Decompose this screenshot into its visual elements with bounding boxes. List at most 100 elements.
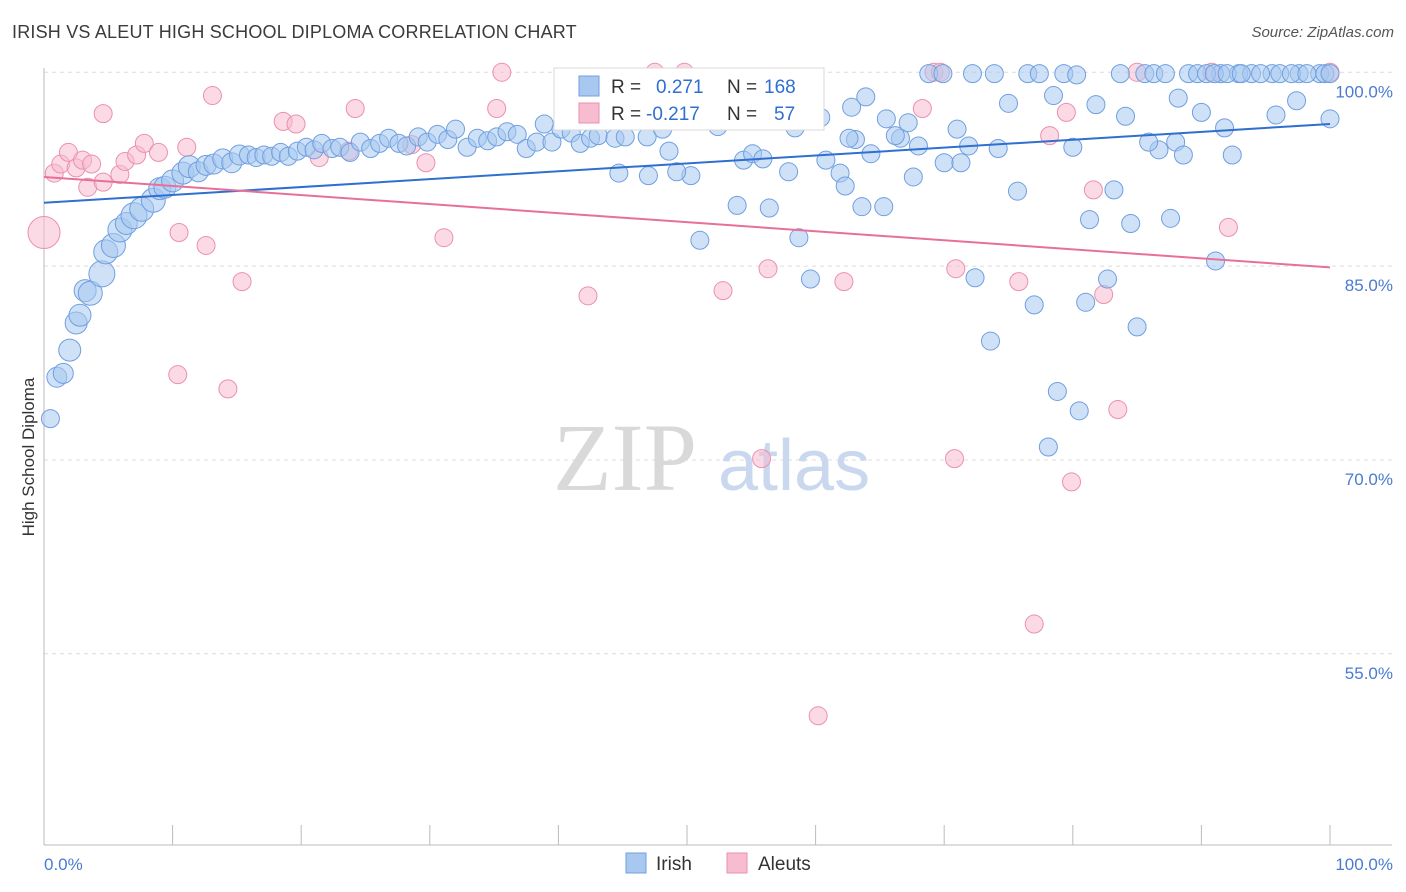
irish-point-143 — [1067, 65, 1087, 85]
aleuts-point-14 — [148, 142, 168, 162]
irish-point-109 — [1086, 95, 1106, 115]
aleuts-point-13 — [134, 133, 154, 153]
irish-point-75 — [667, 162, 687, 182]
aleuts-point-20 — [218, 379, 238, 399]
x-tick-label-1: 100.0% — [1335, 855, 1393, 874]
legend-irish-label: Irish — [656, 854, 692, 875]
irish-point-110 — [1098, 269, 1118, 289]
irish-point-114 — [1127, 317, 1147, 337]
aleuts-point-16 — [168, 365, 188, 385]
irish-point-106 — [1063, 137, 1083, 157]
aleuts-point-37 — [758, 259, 778, 279]
irish-point-111 — [1104, 180, 1124, 200]
irish-point-138 — [984, 64, 1004, 84]
irish-point-140 — [1029, 64, 1049, 84]
y-tick-label-3: 55.0% — [1345, 664, 1393, 683]
irish-point-56 — [507, 124, 527, 144]
irish-point-132 — [842, 97, 862, 117]
aleuts-trend-line — [43, 175, 1331, 269]
irish-point-153 — [1251, 64, 1271, 84]
irish-point-99 — [965, 268, 985, 288]
irish-point-158 — [1320, 64, 1340, 84]
aleuts-point-31 — [492, 62, 512, 82]
irish-point-107 — [1069, 401, 1089, 421]
aleuts-point-21 — [232, 272, 252, 292]
watermark-atlas: atlas — [718, 426, 870, 506]
irish-point-133 — [856, 87, 876, 107]
irish-point-145 — [1139, 132, 1159, 152]
legend-irish-swatch — [625, 852, 647, 874]
irish-point-166 — [947, 119, 967, 139]
irish-point-139 — [999, 93, 1018, 113]
aleuts-point-6 — [82, 154, 102, 174]
aleuts-point-48 — [1062, 472, 1082, 492]
irish-swatch — [578, 75, 600, 97]
y-axis-title: High School Diploma — [19, 377, 38, 536]
irish-point-165 — [1038, 437, 1058, 457]
aleuts-point-47 — [1056, 102, 1076, 122]
irish-point-117 — [1161, 208, 1181, 228]
irish-point-121 — [1206, 251, 1226, 271]
y-tick-label-0: 100.0% — [1335, 82, 1393, 101]
chart-title: IRISH VS ALEUT HIGH SCHOOL DIPLOMA CORRE… — [12, 22, 577, 42]
irish-point-83 — [779, 162, 799, 182]
irish-point-90 — [852, 197, 872, 217]
aleuts-point-38 — [808, 706, 828, 726]
legend-aleuts-swatch — [726, 852, 748, 874]
series-legend: Irish Aleuts — [625, 852, 811, 875]
aleuts-point-51 — [1108, 400, 1128, 420]
trend-lines — [43, 122, 1331, 269]
aleuts-point-18 — [196, 235, 216, 255]
irish-point-135 — [898, 113, 918, 133]
irish-point-162 — [1266, 105, 1286, 125]
irish-point-78 — [727, 195, 747, 215]
legend-aleuts-label: Aleuts — [758, 854, 811, 875]
irish-point-119 — [1173, 145, 1193, 165]
irish-point-168 — [908, 136, 928, 156]
irish-point-92 — [874, 197, 894, 217]
irish-point-85 — [800, 269, 820, 289]
irish-point-0 — [40, 409, 60, 429]
aleuts-point-49 — [1083, 180, 1103, 200]
irish-point-68 — [615, 127, 635, 147]
irish-point-8 — [88, 260, 116, 288]
irish-point-164 — [1076, 292, 1096, 312]
irish-point-167 — [885, 126, 905, 146]
aleuts-swatch — [578, 102, 600, 124]
irish-point-152 — [1231, 64, 1251, 84]
irish-point-169 — [839, 128, 859, 148]
aleuts-point-45 — [1024, 614, 1044, 634]
aleuts-point-54 — [1218, 217, 1238, 237]
aleuts-point-26 — [345, 98, 365, 118]
irish-n-value: 168 — [764, 77, 796, 98]
axes — [43, 68, 1392, 846]
aleuts-point-35 — [713, 281, 733, 301]
irish-point-94 — [903, 167, 923, 187]
aleuts-point-42 — [944, 449, 964, 469]
aleuts-point-50 — [1094, 285, 1114, 305]
y-tick-label-1: 85.0% — [1345, 276, 1393, 295]
irish-point-136 — [933, 64, 953, 84]
irish-point-3 — [58, 338, 82, 362]
irish-point-113 — [1121, 213, 1141, 233]
aleuts-point-36 — [752, 449, 772, 469]
irish-point-134 — [876, 109, 896, 129]
aleuts-point-56 — [912, 98, 932, 118]
aleuts-point-28 — [416, 153, 436, 173]
irish-point-156 — [1297, 64, 1317, 84]
irish-point-104 — [1024, 295, 1044, 315]
irish-point-137 — [962, 64, 982, 84]
irish-point-91 — [861, 144, 881, 164]
irish-point-100 — [980, 331, 1000, 351]
irish-point-50 — [446, 119, 466, 139]
aleuts-point-44 — [1009, 272, 1029, 292]
correlation-legend: R = 0.271 N = 168 R = -0.217 N = 57 — [553, 67, 825, 131]
irish-point-102 — [1008, 181, 1028, 201]
aleuts-point-17 — [177, 137, 197, 157]
irish-point-105 — [1047, 381, 1067, 401]
watermark: ZIP atlas — [553, 404, 870, 511]
irish-point-144 — [1110, 64, 1130, 84]
irish-point-60 — [542, 132, 562, 152]
irish-point-73 — [638, 166, 658, 186]
